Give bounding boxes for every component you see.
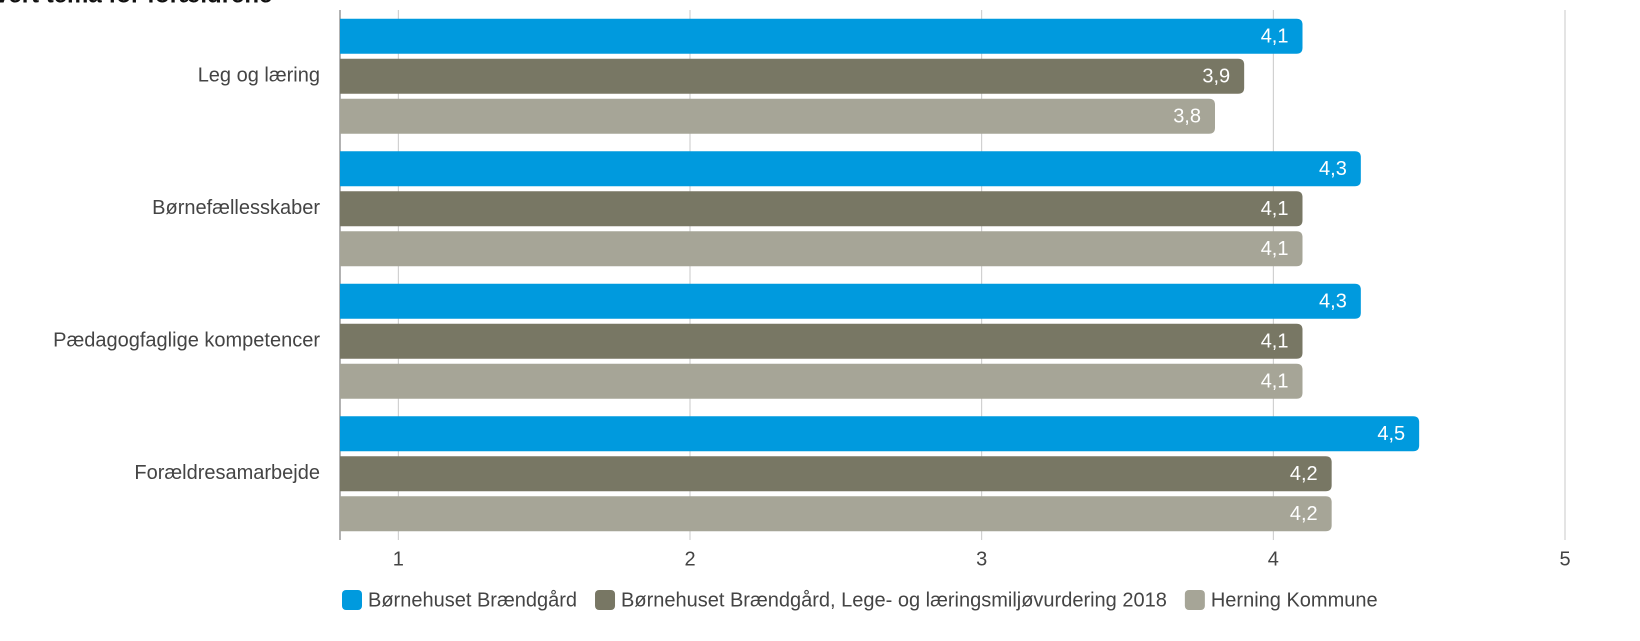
data-label: 4,3	[1319, 158, 1347, 180]
bar	[340, 98, 1215, 134]
data-label: 4,3	[1319, 291, 1347, 313]
y-tick-label: Forældresamarbejde	[134, 462, 320, 484]
bar	[340, 151, 1361, 187]
data-label: 4,1	[1261, 371, 1289, 393]
data-label: 3,9	[1202, 66, 1230, 88]
bar	[340, 456, 1332, 492]
data-label: 4,2	[1290, 463, 1318, 485]
bar	[340, 496, 1332, 532]
x-tick-label: 3	[976, 548, 987, 570]
bar	[340, 283, 1361, 319]
data-label: 3,8	[1173, 106, 1201, 128]
data-label: 4,1	[1261, 238, 1289, 260]
y-tick-label: Børnefællesskaber	[152, 197, 320, 219]
bar	[340, 323, 1303, 359]
bar	[340, 191, 1303, 227]
data-label: 4,5	[1377, 423, 1405, 445]
legend-swatch	[342, 590, 362, 610]
bar	[340, 363, 1303, 399]
y-tick-label: Pædagogfaglige kompetencer	[53, 330, 320, 352]
x-tick-label: 5	[1559, 548, 1570, 570]
legend-swatch	[1184, 590, 1205, 610]
bar	[340, 231, 1303, 267]
bar	[340, 416, 1420, 452]
bar	[340, 58, 1245, 94]
legend-label: Børnehuset Brændgård, Lege- og læringsmi…	[621, 589, 1167, 611]
x-tick-label: 1	[393, 548, 404, 570]
legend-label: Herning Kommune	[1211, 589, 1378, 611]
x-tick-label: 2	[684, 548, 695, 570]
data-label: 4,2	[1290, 503, 1318, 525]
x-tick-label: 4	[1268, 548, 1279, 570]
data-label: 4,1	[1261, 331, 1289, 353]
data-label: 4,1	[1261, 198, 1289, 220]
y-tick-label: Leg og læring	[198, 65, 320, 87]
chart-title: vert tema for forældrene	[0, 0, 272, 8]
legend-label: Børnehuset Brændgård	[368, 589, 577, 611]
legend-swatch	[595, 590, 616, 610]
data-label: 4,1	[1261, 26, 1289, 48]
bar	[340, 18, 1303, 54]
